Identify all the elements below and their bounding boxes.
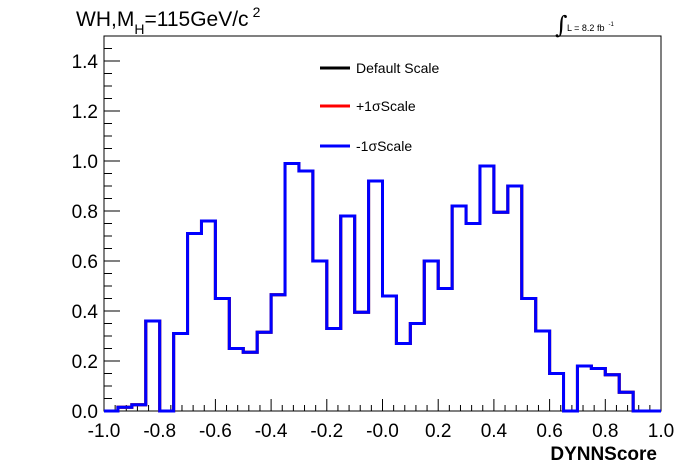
legend: Default Scale +1σScale -1σScale: [320, 60, 439, 154]
lumi-text: L = 8.2 fb -1: [567, 22, 614, 33]
x-tick-label: 0.2: [425, 421, 451, 442]
y-axis-ticks: [104, 35, 120, 412]
y-tick-label: 0.0: [72, 402, 98, 423]
x-tick-label: -0.0: [366, 421, 399, 442]
x-tick-label: 0.4: [481, 421, 508, 442]
x-tick-label: -0.8: [143, 421, 176, 442]
legend-label-plus1sigma: +1σScale: [356, 98, 416, 114]
x-axis-label: DYNNScore: [550, 444, 657, 465]
series-line-2: [104, 162, 661, 413]
y-tick-label: 1.2: [72, 102, 98, 123]
x-tick-label: -0.4: [255, 421, 288, 442]
title-subscript: H: [134, 21, 144, 37]
lumi-superscript: -1: [608, 22, 614, 28]
legend-label-default: Default Scale: [356, 60, 439, 76]
luminosity-label: ∫ L = 8.2 fb -1: [555, 11, 614, 39]
title-rest: =115GeV/c: [144, 8, 248, 31]
x-tick-label: -0.6: [199, 421, 232, 442]
x-tick-label: -0.2: [310, 421, 343, 442]
title-main: WH,M: [76, 8, 134, 31]
y-tick-label: 1.4: [72, 52, 99, 73]
y-tick-label: 0.6: [72, 252, 98, 273]
x-tick-label: 1.0: [648, 421, 674, 442]
x-tick-label: 0.6: [536, 421, 562, 442]
integral-symbol: ∫: [555, 11, 568, 39]
lumi-value: L = 8.2 fb: [567, 23, 604, 33]
y-tick-label: 0.4: [72, 302, 99, 323]
legend-label-minus1sigma: -1σScale: [356, 138, 412, 154]
x-tick-label: -1.0: [88, 421, 121, 442]
x-tick-label: 0.8: [592, 421, 618, 442]
title-superscript: 2: [253, 4, 261, 20]
x-axis-tick-labels: -1.0 -0.8 -0.6 -0.4 -0.2 -0.0 0.2 0.4 0.6 0.8 1.0: [88, 421, 675, 442]
series-layer: [104, 162, 661, 413]
chart-title: WH,MH=115GeV/c 2: [76, 4, 261, 37]
y-axis-tick-labels: 0.0 0.2 0.4 0.6 0.8 1.0 1.2 1.4: [72, 52, 99, 423]
y-tick-label: 1.0: [72, 152, 98, 173]
y-tick-label: 0.2: [72, 352, 98, 373]
y-tick-label: 0.8: [72, 202, 98, 223]
